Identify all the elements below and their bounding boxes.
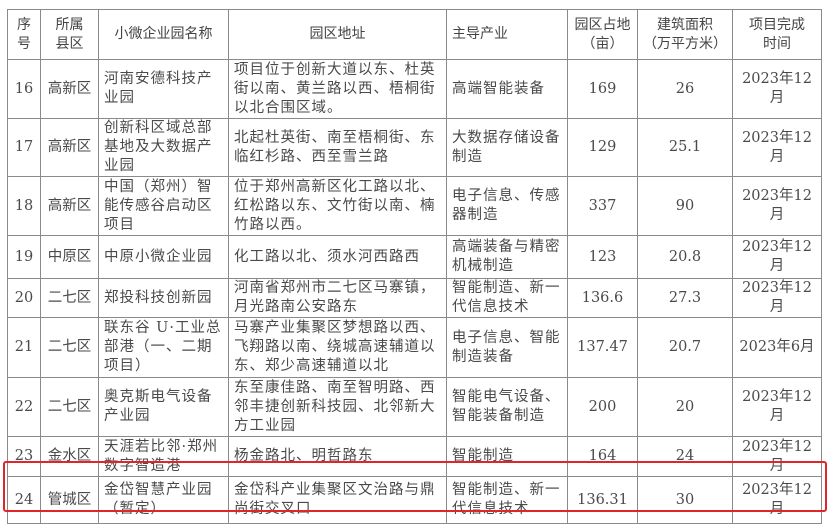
cell-name: 金岱智慧产业园（暂定） [98, 476, 229, 524]
cell-address: 东至康佳路、南至智明路、西邻丰捷创新科技园、北邻新大方工业园 [228, 377, 447, 437]
cell-name: 创新科区域总部基地及大数据产业园 [98, 118, 229, 177]
cell-name: 奥克斯电气设备产业园 [98, 377, 229, 437]
cell-district: 高新区 [40, 176, 99, 236]
cell-floor: 90 [637, 176, 733, 236]
table-row: 22 二七区 奥克斯电气设备产业园 东至康佳路、南至智明路、西邻丰捷创新科技园、北邻新… [7, 377, 822, 437]
cell-industry: 电子信息、传感器制造 [446, 176, 568, 236]
cell-address: 金岱科产业集聚区文治路与鼎尚街交叉口 [228, 476, 447, 524]
cell-name: 河南安德科技产业园 [98, 59, 229, 119]
cell-district: 中原区 [40, 235, 99, 279]
cell-industry: 大数据存储设备制造 [446, 118, 568, 177]
cell-floor: 25.1 [637, 118, 733, 177]
cell-industry: 智能制造 [446, 436, 568, 477]
cell-no: 16 [7, 59, 41, 119]
table-row: 24 管城区 金岱智慧产业园（暂定） 金岱科产业集聚区文治路与鼎尚街交叉口 智能制造、新… [7, 476, 822, 524]
table-row: 19 中原区 中原小微企业园 化工路以北、须水河西路西 高端装备与精密机械制造 123 20… [7, 235, 822, 279]
cell-finish: 2023年12月 [732, 176, 822, 236]
header-area: 园区占地（亩） [567, 9, 638, 60]
cell-address: 项目位于创新大道以东、杜英街以南、黄兰路以西、梧桐街以北合围区域。 [228, 59, 447, 119]
cell-finish: 2023年12月 [732, 235, 822, 279]
cell-area: 123 [567, 235, 638, 279]
cell-floor: 20.7 [637, 317, 733, 378]
table-row: 21 二七区 联东谷 U·工业总部港（一、二期项目） 马寨产业集聚区梦想路以西、飞翔路… [7, 317, 822, 378]
cell-floor: 24 [637, 436, 733, 477]
cell-name: 郑投科技创新园 [98, 278, 229, 318]
header-row: 序号 所属县区 小微企业园名称 园区地址 主导产业 园区占地（亩） 建筑面积 （万… [7, 9, 822, 60]
cell-no: 24 [7, 476, 41, 524]
header-industry: 主导产业 [446, 9, 568, 60]
cell-finish: 2023年12月 [732, 476, 822, 524]
cell-finish: 2023年12月 [732, 59, 822, 119]
cell-no: 18 [7, 176, 41, 236]
cell-finish: 2023年6月 [732, 317, 822, 378]
cell-area: 169 [567, 59, 638, 119]
header-finish-time: 项目完成 时间 [732, 9, 822, 60]
cell-industry: 智能制造、新一代信息技术 [446, 278, 568, 318]
cell-no: 21 [7, 317, 41, 378]
cell-finish: 2023年12月 [732, 436, 822, 477]
cell-industry: 智能电气设备、智能装备制造 [446, 377, 568, 437]
cell-finish: 2023年12月 [732, 278, 822, 318]
cell-industry: 高端装备与精密机械制造 [446, 235, 568, 279]
cell-name: 联东谷 U·工业总部港（一、二期项目） [98, 317, 229, 378]
cell-area: 136.31 [567, 476, 638, 524]
cell-address: 化工路以北、须水河西路西 [228, 235, 447, 279]
table-row: 18 高新区 中国（郑州）智能传感谷启动区项目 位于郑州高新区化工路以北、红松路以东、… [7, 176, 822, 236]
cell-industry: 电子信息、智能制造装备 [446, 317, 568, 378]
cell-address: 马寨产业集聚区梦想路以西、飞翔路以南、绕城高速辅道以东、郑少高速辅道以北 [228, 317, 447, 378]
industrial-park-table: 序号 所属县区 小微企业园名称 园区地址 主导产业 园区占地（亩） 建筑面积 （万… [7, 9, 822, 524]
cell-floor: 20 [637, 377, 733, 437]
cell-district: 二七区 [40, 377, 99, 437]
cell-district: 金水区 [40, 436, 99, 477]
cell-address: 杨金路北、明哲路东 [228, 436, 447, 477]
cell-floor: 30 [637, 476, 733, 524]
header-floor-area: 建筑面积 （万平方米） [637, 9, 733, 60]
cell-finish: 2023年12月 [732, 118, 822, 177]
cell-area: 129 [567, 118, 638, 177]
cell-address: 北起杜英街、南至梧桐街、东临红杉路、西至雪兰路 [228, 118, 447, 177]
header-district: 所属县区 [40, 9, 99, 60]
cell-address: 位于郑州高新区化工路以北、红松路以东、文竹街以南、楠竹路以西。 [228, 176, 447, 236]
cell-district: 高新区 [40, 59, 99, 119]
header-address: 园区地址 [228, 9, 447, 60]
cell-industry: 高端智能装备 [446, 59, 568, 119]
cell-area: 164 [567, 436, 638, 477]
cell-area: 136.6 [567, 278, 638, 318]
cell-name: 天涯若比邻·郑州数字智造港 [98, 436, 229, 477]
cell-floor: 20.8 [637, 235, 733, 279]
cell-address: 河南省郑州市二七区马寨镇，月光路南公安路东 [228, 278, 447, 318]
cell-district: 管城区 [40, 476, 99, 524]
table-row: 20 二七区 郑投科技创新园 河南省郑州市二七区马寨镇，月光路南公安路东 智能制造、新一… [7, 278, 822, 318]
cell-no: 22 [7, 377, 41, 437]
table-row: 17 高新区 创新科区域总部基地及大数据产业园 北起杜英街、南至梧桐街、东临红杉路、西… [7, 118, 822, 177]
cell-district: 二七区 [40, 278, 99, 318]
cell-industry: 智能制造、新一代信息技术 [446, 476, 568, 524]
cell-no: 17 [7, 118, 41, 177]
cell-floor: 26 [637, 59, 733, 119]
cell-floor: 27.3 [637, 278, 733, 318]
header-name: 小微企业园名称 [98, 9, 229, 60]
cell-finish: 2023年12月 [732, 377, 822, 437]
cell-name: 中国（郑州）智能传感谷启动区项目 [98, 176, 229, 236]
table-row: 16 高新区 河南安德科技产业园 项目位于创新大道以东、杜英街以南、黄兰路以西、梧桐街… [7, 59, 822, 119]
cell-no: 20 [7, 278, 41, 318]
table-row: 23 金水区 天涯若比邻·郑州数字智造港 杨金路北、明哲路东 智能制造 164 24 2023… [7, 436, 822, 477]
header-no: 序号 [7, 9, 41, 60]
cell-no: 23 [7, 436, 41, 477]
cell-area: 200 [567, 377, 638, 437]
cell-area: 137.47 [567, 317, 638, 378]
cell-no: 19 [7, 235, 41, 279]
cell-area: 337 [567, 176, 638, 236]
cell-district: 二七区 [40, 317, 99, 378]
cell-name: 中原小微企业园 [98, 235, 229, 279]
cell-district: 高新区 [40, 118, 99, 177]
